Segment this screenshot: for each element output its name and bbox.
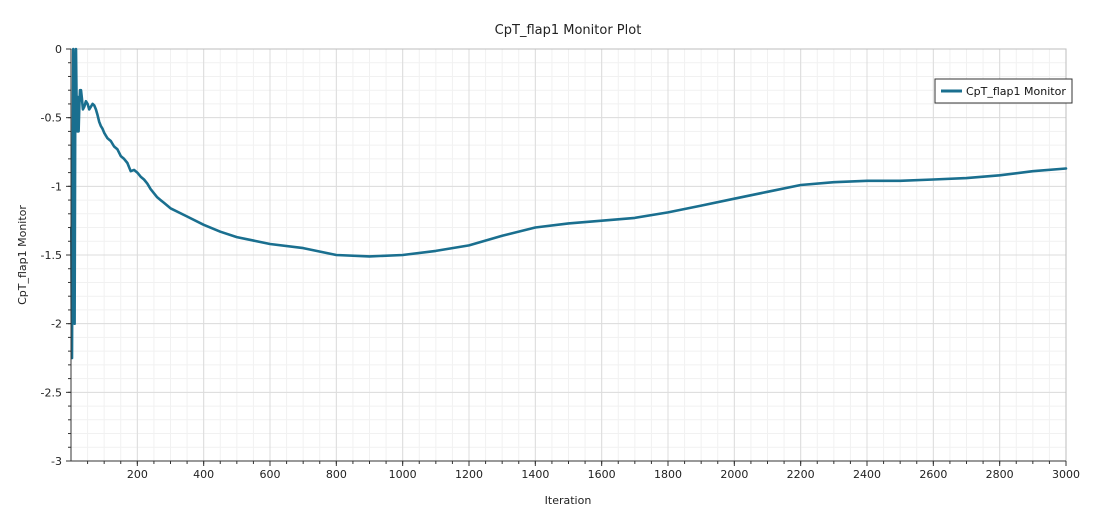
y-tick-label: -2	[51, 318, 62, 331]
x-tick-label: 1000	[389, 468, 417, 481]
x-tick-label: 400	[193, 468, 214, 481]
x-tick-label: 1400	[521, 468, 549, 481]
x-tick-label: 1800	[654, 468, 682, 481]
legend-entry-label: CpT_flap1 Monitor	[966, 85, 1066, 98]
x-tick-label: 2000	[720, 468, 748, 481]
x-tick-label: 3000	[1052, 468, 1080, 481]
x-axis-label: Iteration	[545, 494, 592, 507]
legend[interactable]: CpT_flap1 Monitor	[934, 78, 1073, 104]
y-tick-label: -0.5	[41, 112, 62, 125]
x-tick-label: 1600	[588, 468, 616, 481]
y-tick-label: -1.5	[41, 249, 62, 262]
y-tick-label: -1	[51, 180, 62, 193]
ticks: 200 400 600 800 1000 1200 1400 1600 1800 2000 2200…	[41, 43, 1080, 481]
series-line-0	[70, 47, 1068, 360]
y-axis-label: CpT_flap1 Monitor	[16, 205, 29, 305]
chart-title: CpT_flap1 Monitor Plot	[495, 23, 642, 38]
y-tick-label: -2.5	[41, 386, 62, 399]
x-tick-label: 800	[326, 468, 347, 481]
x-tick-label: 1200	[455, 468, 483, 481]
y-tick-label: -3	[51, 455, 62, 468]
grid	[71, 48, 1067, 462]
x-tick-label: 2400	[853, 468, 881, 481]
x-tick-label: 2200	[787, 468, 815, 481]
x-tick-label: 200	[127, 468, 148, 481]
y-tick-label: 0	[55, 43, 62, 56]
x-tick-label: 2600	[919, 468, 947, 481]
series-group	[70, 47, 1068, 360]
x-tick-label: 2800	[986, 468, 1014, 481]
x-tick-label: 600	[260, 468, 281, 481]
